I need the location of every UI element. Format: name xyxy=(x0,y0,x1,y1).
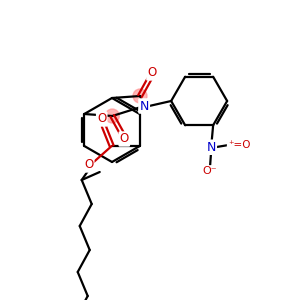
Text: O⁻: O⁻ xyxy=(203,166,218,176)
Text: ⁺=O: ⁺=O xyxy=(228,140,250,150)
Circle shape xyxy=(133,89,147,103)
Text: O: O xyxy=(84,158,93,172)
Text: N: N xyxy=(140,100,149,112)
Circle shape xyxy=(105,109,119,123)
Text: O: O xyxy=(120,133,129,146)
Text: O: O xyxy=(97,112,106,125)
Text: O: O xyxy=(147,67,157,80)
Text: N: N xyxy=(206,141,216,154)
